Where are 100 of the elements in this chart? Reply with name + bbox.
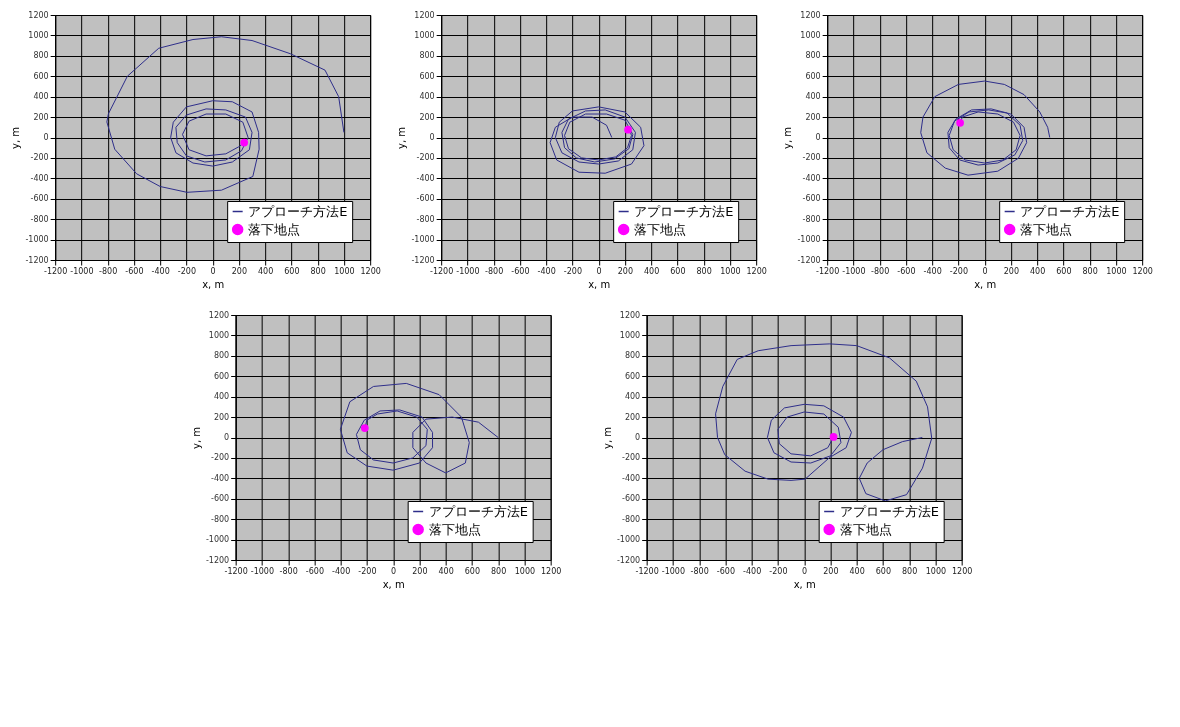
y-tick-label: -1200: [205, 555, 230, 565]
x-axis-title: x, m: [793, 578, 816, 590]
y-axis-title: y, m: [782, 126, 794, 150]
y-tick-label: -600: [622, 494, 641, 504]
x-tick-label: 0: [982, 266, 988, 276]
x-tick-label: -1200: [816, 266, 840, 276]
y-tick-label: 200: [805, 112, 821, 122]
legend-label: アプローチ方法E: [428, 503, 528, 519]
y-tick-label: 0: [635, 433, 641, 442]
y-tick-label: 800: [213, 351, 230, 361]
y-axis-title: y, m: [396, 126, 408, 150]
line-series: [106, 36, 345, 193]
x-tick-label: -800: [99, 266, 118, 276]
x-tick-label: -1200: [635, 566, 659, 576]
legend-label: 落下地点: [634, 221, 687, 237]
x-tick-label: -1000: [661, 566, 686, 576]
y-tick-label: 0: [429, 133, 435, 142]
x-tick-label: 600: [464, 566, 481, 576]
x-tick-label: 200: [823, 566, 839, 576]
y-tick-label: 0: [43, 133, 49, 142]
x-tick-label: 1000: [925, 566, 947, 576]
y-tick-label: -600: [802, 194, 821, 204]
y-tick-label: 1000: [800, 30, 821, 40]
y-tick-label: -200: [802, 153, 821, 163]
y-tick-label: 200: [213, 412, 230, 422]
y-tick-label: -1000: [205, 535, 230, 545]
x-tick-label: 600: [875, 566, 892, 576]
y-tick-label: 0: [224, 433, 230, 442]
legend-label: 落下地点: [1020, 221, 1073, 237]
y-tick-label: 800: [805, 51, 821, 61]
x-tick-label: 400: [1030, 266, 1046, 276]
x-tick-label: 800: [902, 566, 918, 576]
x-tick-label: -400: [151, 266, 170, 276]
y-tick-label: -400: [211, 473, 230, 483]
x-tick-label: 400: [849, 566, 865, 576]
x-tick-label: -600: [305, 566, 324, 576]
y-tick-label: -200: [30, 153, 49, 163]
x-tick-label: 600: [1056, 266, 1072, 276]
x-tick-label: -200: [949, 266, 968, 276]
y-tick-label: 1200: [28, 10, 49, 20]
x-tick-label: -1000: [70, 266, 94, 276]
y-tick-label: 1000: [28, 30, 49, 40]
x-tick-label: -1000: [456, 266, 480, 276]
y-tick-label: 600: [805, 71, 821, 81]
y-tick-label: -1000: [25, 235, 49, 245]
legend-label: アプローチ方法E: [634, 203, 734, 219]
legend-label: アプローチ方法E: [1020, 203, 1120, 219]
y-tick-label: -600: [30, 194, 49, 204]
x-tick-label: -200: [358, 566, 377, 576]
y-tick-label: 400: [33, 92, 49, 102]
x-tick-label: 1200: [540, 566, 562, 576]
y-tick-label: 1200: [800, 10, 821, 20]
x-tick-label: -1200: [430, 266, 454, 276]
x-tick-label: -400: [923, 266, 942, 276]
x-tick-label: -200: [177, 266, 196, 276]
y-tick-label: 600: [33, 71, 49, 81]
x-tick-label: -200: [563, 266, 582, 276]
x-tick-label: 800: [491, 566, 507, 576]
y-tick-label: 400: [805, 92, 821, 102]
x-tick-label: 1200: [360, 266, 381, 276]
y-tick-label: 200: [419, 112, 435, 122]
y-tick-label: -1000: [411, 235, 435, 245]
y-tick-label: -800: [30, 214, 49, 224]
y-tick-label: 600: [213, 371, 230, 381]
x-tick-label: -400: [537, 266, 556, 276]
x-tick-label: -600: [511, 266, 530, 276]
y-tick-label: -800: [416, 214, 435, 224]
y-tick-label: -200: [416, 153, 435, 163]
y-tick-label: 400: [213, 392, 230, 402]
y-tick-label: 1200: [414, 10, 435, 20]
x-tick-label: -600: [125, 266, 144, 276]
x-tick-label: 1000: [720, 266, 741, 276]
line-series: [339, 382, 499, 474]
legend-label: 落下地点: [428, 521, 481, 537]
legend-label: アプローチ方法E: [248, 203, 348, 219]
x-axis-title: x, m: [974, 278, 997, 290]
x-tick-label: -600: [716, 566, 735, 576]
legend-label: 落下地点: [248, 221, 301, 237]
x-tick-label: -800: [871, 266, 890, 276]
y-tick-label: 1000: [208, 330, 230, 340]
y-tick-label: -400: [30, 173, 49, 183]
y-tick-label: -800: [211, 514, 230, 524]
x-tick-label: 1000: [1106, 266, 1127, 276]
y-tick-label: -600: [416, 194, 435, 204]
y-axis-title: y, m: [10, 126, 22, 150]
y-tick-label: -200: [211, 453, 230, 463]
x-tick-label: 1200: [951, 566, 973, 576]
x-tick-label: 800: [696, 266, 712, 276]
x-tick-label: -800: [690, 566, 709, 576]
x-tick-label: 0: [391, 566, 397, 576]
y-tick-label: -200: [622, 453, 641, 463]
y-tick-label: -800: [802, 214, 821, 224]
y-axis-title: y, m: [190, 426, 202, 450]
legend-label: アプローチ方法E: [839, 503, 939, 519]
x-tick-label: 200: [231, 266, 248, 276]
x-tick-label: 1000: [514, 566, 536, 576]
y-tick-label: -1200: [25, 255, 49, 265]
x-tick-label: -800: [279, 566, 298, 576]
y-tick-label: 400: [624, 392, 641, 402]
y-tick-label: 1000: [414, 30, 435, 40]
